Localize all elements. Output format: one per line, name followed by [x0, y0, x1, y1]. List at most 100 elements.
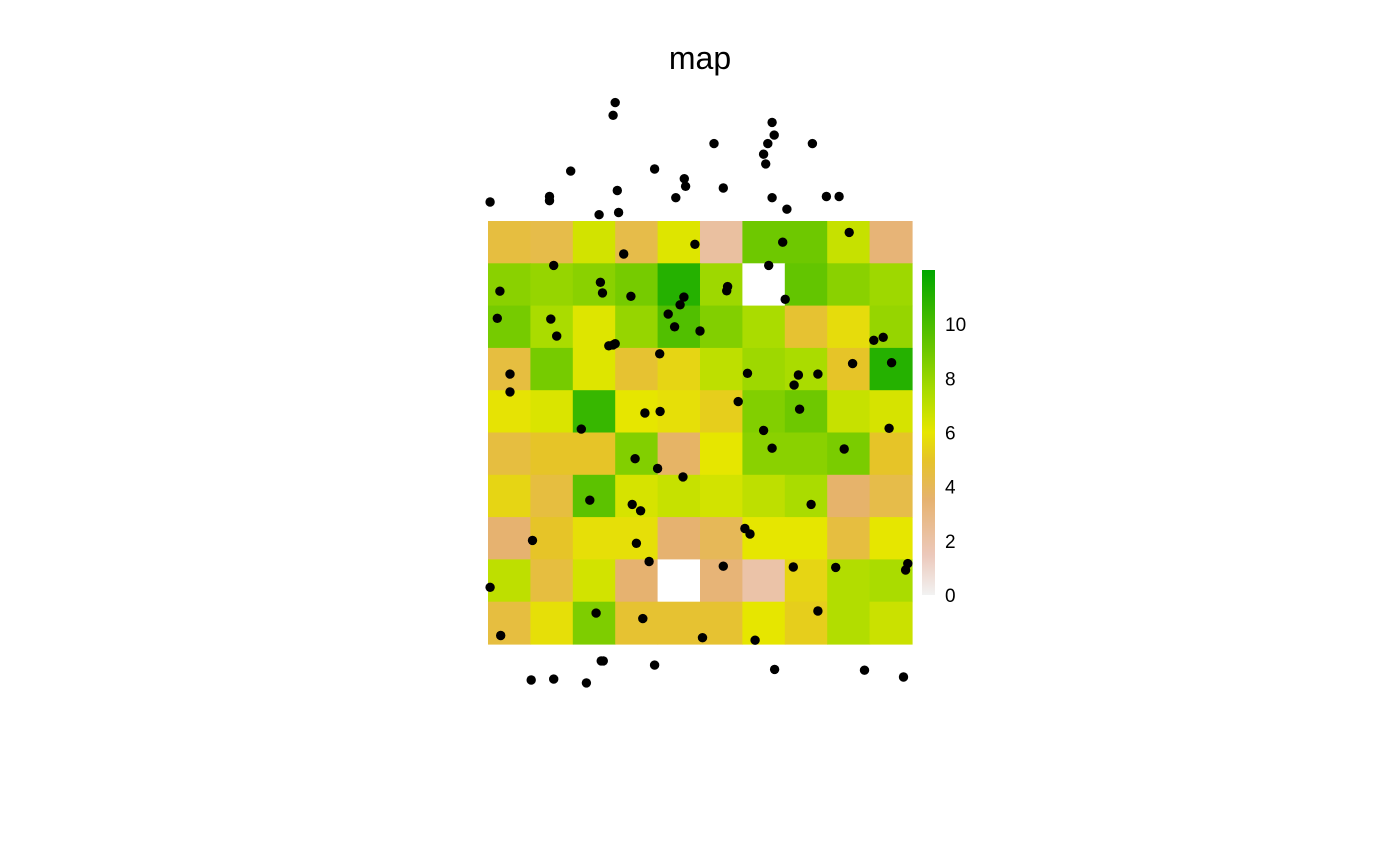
- sample-point: [886, 358, 897, 368]
- raster-cell: [827, 263, 871, 307]
- sample-point: [612, 185, 622, 196]
- sample-point: [591, 608, 601, 618]
- sample-point: [679, 174, 689, 184]
- sample-point: [869, 335, 879, 345]
- raster-cell: [657, 601, 701, 645]
- raster-cell: [615, 559, 659, 603]
- raster-cell: [530, 390, 574, 434]
- sample-point: [505, 369, 515, 379]
- sample-point: [742, 368, 753, 378]
- raster-cell: [700, 221, 743, 264]
- raster-cell: [827, 474, 871, 518]
- raster-cell: [827, 305, 871, 349]
- raster-cell: [488, 601, 531, 645]
- sample-point: [652, 463, 663, 474]
- raster-cell: [530, 559, 574, 603]
- sample-point: [767, 193, 777, 203]
- sample-point: [900, 565, 911, 575]
- sample-point: [821, 191, 832, 202]
- sample-point: [679, 292, 689, 302]
- raster-cell: [530, 474, 574, 518]
- sample-point: [549, 260, 559, 271]
- sample-point: [649, 164, 660, 174]
- raster-cell: [869, 432, 913, 476]
- sample-point: [663, 309, 673, 319]
- sample-point: [745, 529, 755, 539]
- sample-point: [581, 678, 592, 688]
- sample-point: [608, 340, 618, 350]
- raster-cell: [742, 474, 786, 518]
- sample-point: [549, 674, 559, 684]
- legend-tick-label: 2: [945, 532, 956, 553]
- raster-cell: [488, 221, 531, 264]
- sample-point: [669, 322, 680, 332]
- sample-point: [767, 443, 777, 453]
- sample-point: [546, 314, 556, 324]
- sample-point: [505, 387, 515, 397]
- raster-cell: [572, 221, 616, 264]
- raster-cell: [784, 221, 828, 264]
- sample-point: [793, 370, 804, 380]
- sample-point: [884, 423, 894, 433]
- sample-point: [769, 130, 779, 140]
- sample-point: [655, 406, 665, 417]
- raster-cell: [530, 263, 574, 307]
- raster-cell: [572, 263, 616, 307]
- sample-point: [527, 535, 538, 546]
- sample-point: [585, 495, 595, 505]
- sample-point: [485, 197, 495, 207]
- raster-cell: [869, 601, 913, 645]
- raster-cell: [572, 474, 616, 518]
- sample-point: [806, 499, 816, 510]
- sample-point: [610, 97, 620, 108]
- sample-point: [769, 664, 780, 675]
- raster-cell: [572, 347, 616, 391]
- sample-point: [566, 166, 576, 176]
- sample-point: [644, 556, 654, 567]
- sample-point: [878, 332, 888, 342]
- raster-cell: [869, 263, 913, 307]
- raster-cell: [827, 221, 871, 264]
- sample-point: [813, 369, 823, 379]
- sample-point: [780, 294, 790, 304]
- legend-tick-label: 6: [945, 424, 956, 445]
- raster-cell: [742, 601, 786, 645]
- raster-cell: [615, 263, 659, 307]
- sample-point: [750, 635, 760, 645]
- map-title: map: [669, 40, 731, 76]
- raster-cell: [742, 432, 786, 476]
- sample-point: [608, 110, 618, 121]
- sample-point: [595, 277, 606, 287]
- legend-tick-label: 8: [945, 369, 956, 390]
- raster-cell: [530, 347, 574, 391]
- sample-point: [789, 380, 799, 390]
- sample-point: [839, 444, 849, 454]
- raster-cell: [488, 517, 531, 560]
- sample-point: [763, 138, 773, 149]
- raster-cell: [742, 559, 786, 603]
- raster-cell: [742, 263, 786, 307]
- sample-point: [733, 396, 743, 407]
- legend-colorbar: [922, 270, 935, 595]
- raster-cell: [827, 517, 871, 560]
- raster-cell: [572, 559, 616, 603]
- color-legend: 0 2 4 6 8 10: [922, 270, 966, 607]
- raster-cell: [869, 474, 913, 518]
- raster-cell: [700, 390, 743, 434]
- raster-cell: [488, 474, 531, 518]
- sample-point: [690, 239, 700, 249]
- sample-point: [794, 404, 805, 414]
- sample-point: [758, 149, 769, 159]
- sample-point: [758, 425, 769, 436]
- sample-point: [576, 424, 586, 434]
- raster-cell: [827, 347, 871, 391]
- sample-point: [697, 633, 708, 643]
- sample-point: [675, 300, 685, 310]
- raster-cell: [615, 432, 659, 476]
- sample-point: [619, 249, 629, 259]
- sample-point: [671, 193, 681, 203]
- raster-cell: [530, 221, 574, 264]
- sample-point: [598, 656, 608, 666]
- sample-point: [485, 582, 495, 592]
- sample-point: [613, 207, 624, 218]
